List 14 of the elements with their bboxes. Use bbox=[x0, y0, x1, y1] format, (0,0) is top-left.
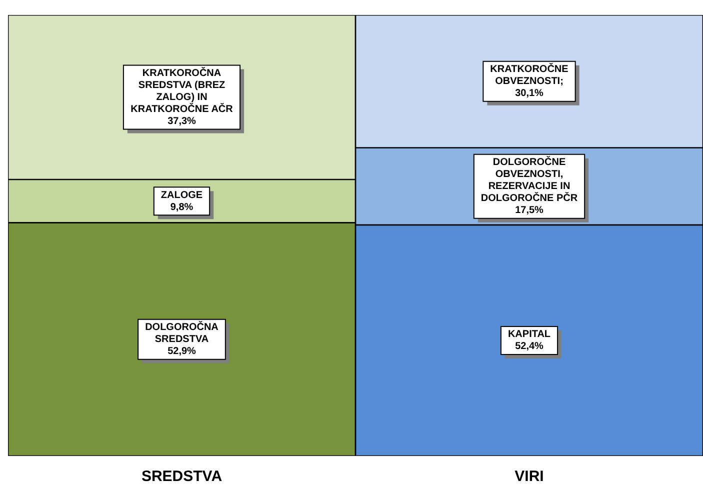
x-tick-label: SREDSTVA bbox=[141, 468, 222, 486]
x-tick-label: VIRI bbox=[514, 468, 544, 486]
series-label: DOLGOROČNA SREDSTVA bbox=[145, 321, 218, 346]
data-label: 9,8% bbox=[170, 202, 194, 213]
data-label: 37,3% bbox=[168, 116, 196, 127]
data-label: 30,1% bbox=[515, 88, 544, 100]
data-label: 17,5% bbox=[515, 205, 544, 216]
data-label: 52,4% bbox=[515, 341, 544, 352]
series-label: DOLGOROČNE OBVEZNOSTI, REZERVACIJE IN DOLGOROČNE PČR bbox=[480, 156, 578, 204]
data-label: 52,9% bbox=[168, 346, 196, 358]
series-label: ZALOGE bbox=[160, 190, 203, 201]
series-label: KAPITAL bbox=[508, 329, 551, 340]
series-label: KRATKOROČNE OBVEZNOSTI; bbox=[490, 63, 569, 88]
series-label: KRATKOROČNA SREDSTVA (BREZ ZALOG) IN KRATKOROČNE AČR bbox=[130, 66, 234, 115]
